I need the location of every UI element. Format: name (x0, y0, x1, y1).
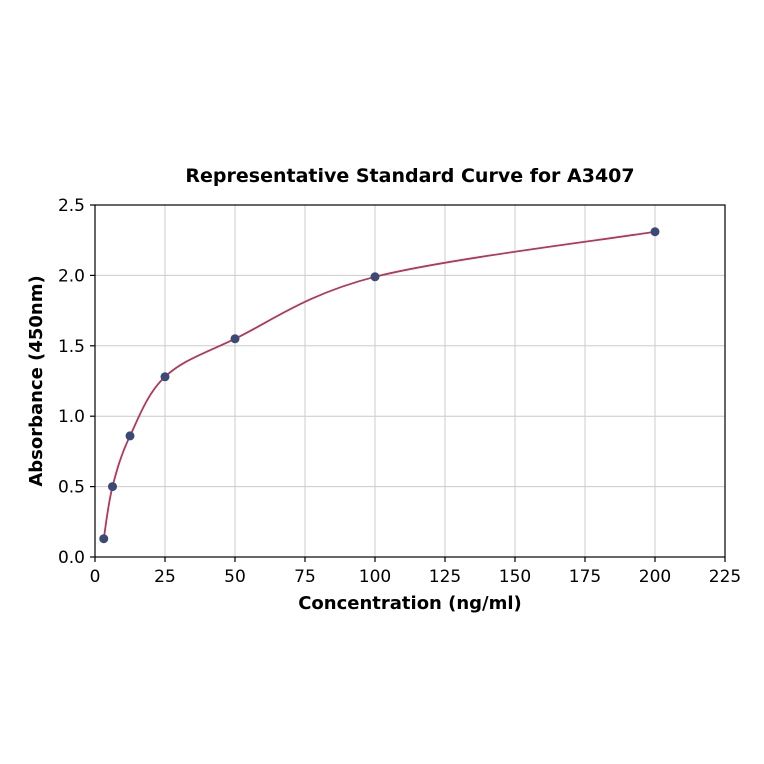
y-tick-label: 1.0 (58, 407, 85, 427)
data-point (108, 482, 117, 492)
data-point (370, 272, 380, 282)
x-tick-label: 50 (224, 567, 246, 587)
x-tick-label: 225 (709, 567, 741, 587)
x-tick-label: 125 (429, 567, 461, 587)
x-tick-label: 0 (90, 567, 101, 587)
x-axis-label: Concentration (ng/ml) (298, 593, 522, 614)
y-tick-label: 2.5 (58, 196, 85, 216)
markers-layer (99, 227, 660, 544)
plot-border-layer (94, 204, 726, 558)
data-point (230, 334, 240, 344)
x-tick-label: 25 (154, 567, 176, 587)
x-tick-label: 175 (569, 567, 601, 587)
data-point (160, 372, 170, 382)
fit-curve (102, 230, 656, 539)
y-tick-label: 0.5 (58, 478, 85, 498)
x-tick-label: 150 (499, 567, 531, 587)
x-tick-label: 75 (294, 567, 316, 587)
ticks-layer: 0 25 50 75 100 125 150 175 200 225 0.0 0.5 1.0 1.5 2.0… (58, 196, 741, 587)
y-axis-label: Absorbance (450nm) (26, 275, 47, 486)
x-tick-label: 100 (359, 567, 391, 587)
y-tick-label: 2.0 (58, 266, 85, 286)
y-tick-label: 1.5 (58, 337, 85, 357)
data-point (99, 534, 109, 544)
gridlines-layer (94, 204, 726, 558)
chart-title: Representative Standard Curve for A3407 (185, 165, 634, 187)
plot-border (94, 204, 726, 558)
data-point (125, 431, 135, 441)
curve-layer (102, 230, 656, 539)
x-tick-label: 200 (639, 567, 671, 587)
data-point (650, 227, 660, 237)
y-tick-label: 0.0 (58, 548, 85, 568)
